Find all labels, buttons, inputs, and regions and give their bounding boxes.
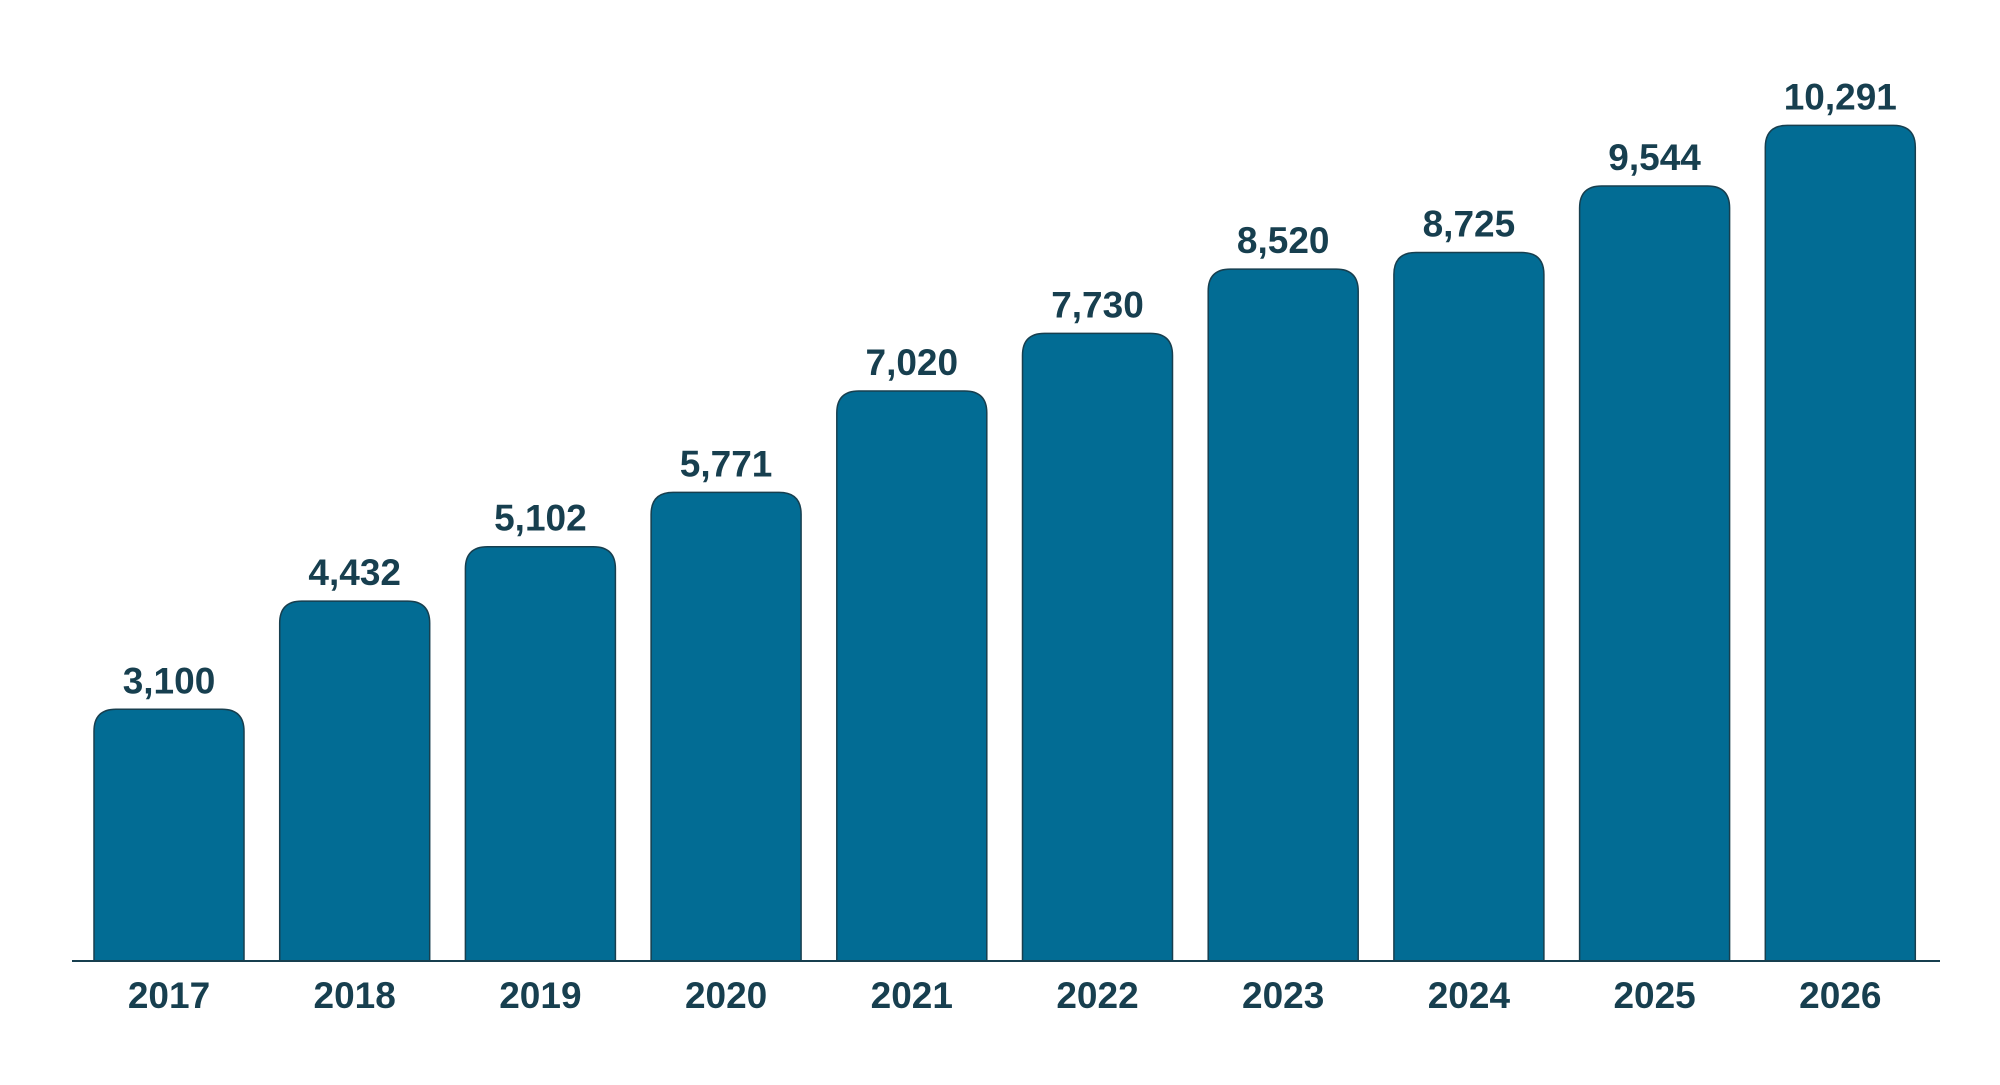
value-labels-layer: 3,100 4,432 5,102 5,771 7,020 7,730 8,520 8,725…: [123, 76, 1897, 701]
bar-2017: [93, 708, 245, 962]
bar-2025: [1578, 185, 1731, 962]
x-tick-labels: 2017 2018 2019 2020 2021 2022 2023 2024 2025 2026: [128, 975, 1882, 1016]
bar-2020: [650, 491, 802, 962]
x-tick-label-2022: 2022: [1056, 975, 1138, 1016]
value-label-2018: 4,432: [308, 552, 401, 593]
x-tick-label-2019: 2019: [499, 975, 581, 1016]
x-tick-label-2023: 2023: [1242, 975, 1324, 1016]
value-label-2025: 9,544: [1608, 137, 1701, 178]
x-tick-label-2024: 2024: [1428, 975, 1511, 1016]
x-tick-label-2020: 2020: [685, 975, 767, 1016]
bar-2018: [278, 600, 431, 962]
bars-layer: [93, 124, 1917, 962]
x-tick-label-2021: 2021: [871, 975, 953, 1016]
value-label-2021: 7,020: [866, 342, 959, 383]
value-label-2026: 10,291: [1784, 76, 1897, 117]
value-label-2017: 3,100: [123, 660, 216, 701]
bar-2019: [464, 545, 617, 962]
value-label-2023: 8,520: [1237, 220, 1330, 261]
x-tick-label-2026: 2026: [1799, 975, 1881, 1016]
value-label-2019: 5,102: [494, 498, 587, 539]
x-tick-label-2018: 2018: [314, 975, 396, 1016]
value-label-2020: 5,771: [680, 443, 773, 484]
bar-2022: [1021, 332, 1174, 962]
bar-2021: [836, 390, 988, 962]
x-tick-label-2025: 2025: [1613, 975, 1695, 1016]
value-label-2022: 7,730: [1051, 284, 1144, 325]
x-tick-label-2017: 2017: [128, 975, 210, 1016]
bar-2024: [1393, 251, 1545, 962]
bar-2023: [1207, 268, 1359, 962]
value-label-2024: 8,725: [1423, 204, 1516, 245]
bar-2026: [1764, 124, 1917, 962]
